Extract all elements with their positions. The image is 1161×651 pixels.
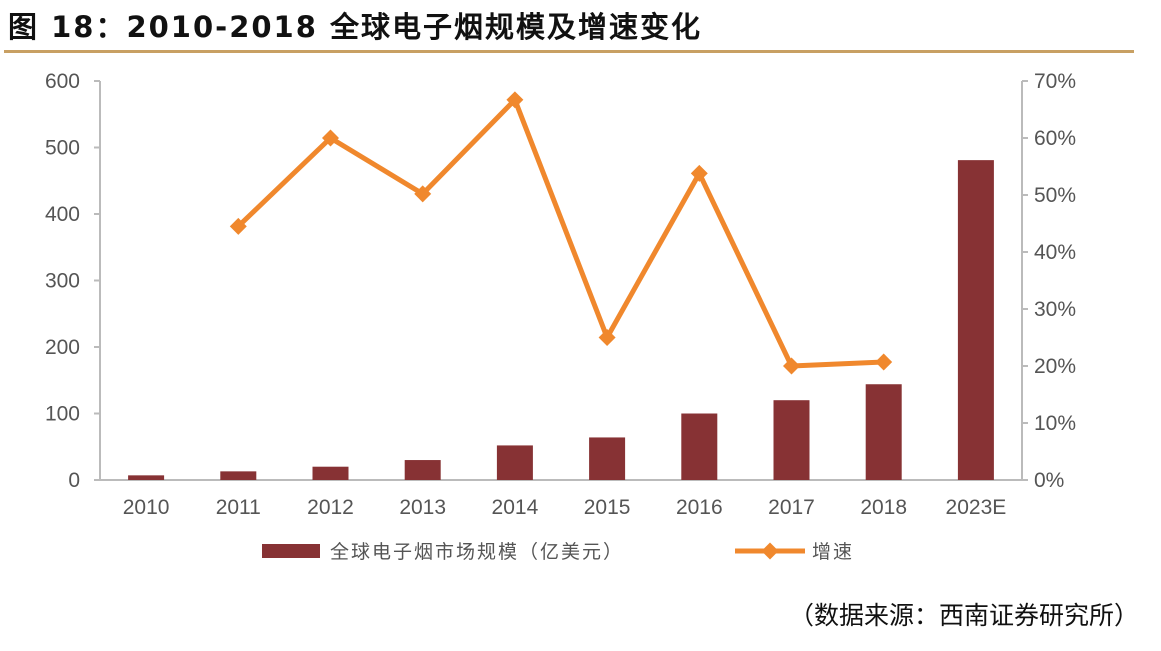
- bar-2012: [312, 466, 349, 480]
- x-axis-tick: 2012: [307, 496, 354, 519]
- left-axis-tick: 400: [45, 203, 80, 226]
- right-axis-tick: 20%: [1034, 355, 1076, 378]
- x-axis-tick: 2015: [584, 496, 631, 519]
- right-axis-tick: 60%: [1034, 127, 1076, 150]
- left-axis-tick: 600: [45, 70, 80, 93]
- left-axis-tick: 0: [68, 469, 80, 492]
- title-divider: [4, 50, 1134, 53]
- bar-2016: [681, 413, 718, 480]
- growth-line: [236, 97, 884, 369]
- bar-2014: [496, 445, 533, 480]
- source-note: （数据来源：西南证券研究所）: [788, 601, 1139, 630]
- bar-2011: [220, 471, 257, 480]
- x-axis-tick: 2018: [860, 496, 907, 519]
- right-axis-tick: 30%: [1034, 298, 1076, 321]
- right-axis-tick: 10%: [1034, 412, 1076, 435]
- bar-2015: [589, 437, 626, 480]
- x-axis-tick: 2016: [676, 496, 723, 519]
- left-axis-tick: 200: [45, 336, 80, 359]
- legend-bar-label: 全球电子烟市场规模（亿美元）: [330, 541, 624, 563]
- legend-line-label: 增速: [812, 541, 854, 563]
- right-axis-tick: 70%: [1034, 70, 1076, 93]
- x-axis-tick: 2014: [492, 496, 539, 519]
- left-axis-tick: 100: [45, 403, 80, 426]
- x-axis-tick: 2023E: [946, 496, 1007, 519]
- bar-2010: [128, 475, 165, 480]
- x-axis-tick: 2017: [768, 496, 815, 519]
- legend-bar-swatch: [262, 544, 320, 558]
- right-axis-tick: 50%: [1034, 184, 1076, 207]
- growth-point-2016: [690, 164, 708, 182]
- growth-point-2018: [875, 353, 893, 371]
- x-axis-tick: 2010: [123, 496, 170, 519]
- chart-title: 图 18：2010-2018 全球电子烟规模及增速变化: [8, 10, 703, 44]
- bar-2017: [773, 400, 810, 480]
- x-axis-tick: 2011: [216, 496, 261, 519]
- growth-point-2015: [598, 329, 616, 346]
- bar-2013: [404, 460, 441, 480]
- right-axis-tick: 0%: [1034, 469, 1064, 492]
- bar-2018: [865, 384, 902, 480]
- growth-point-2017: [783, 357, 800, 375]
- legend-line-marker: [761, 542, 779, 560]
- left-axis-tick: 500: [45, 137, 80, 160]
- growth-point-2012: [322, 129, 339, 147]
- x-axis-tick: 2013: [399, 496, 446, 519]
- growth-point-2013: [414, 185, 432, 203]
- right-axis-tick: 40%: [1034, 241, 1076, 264]
- left-axis-tick: 300: [45, 270, 80, 293]
- growth-point-2011: [229, 217, 247, 235]
- bar-2023E: [957, 160, 994, 480]
